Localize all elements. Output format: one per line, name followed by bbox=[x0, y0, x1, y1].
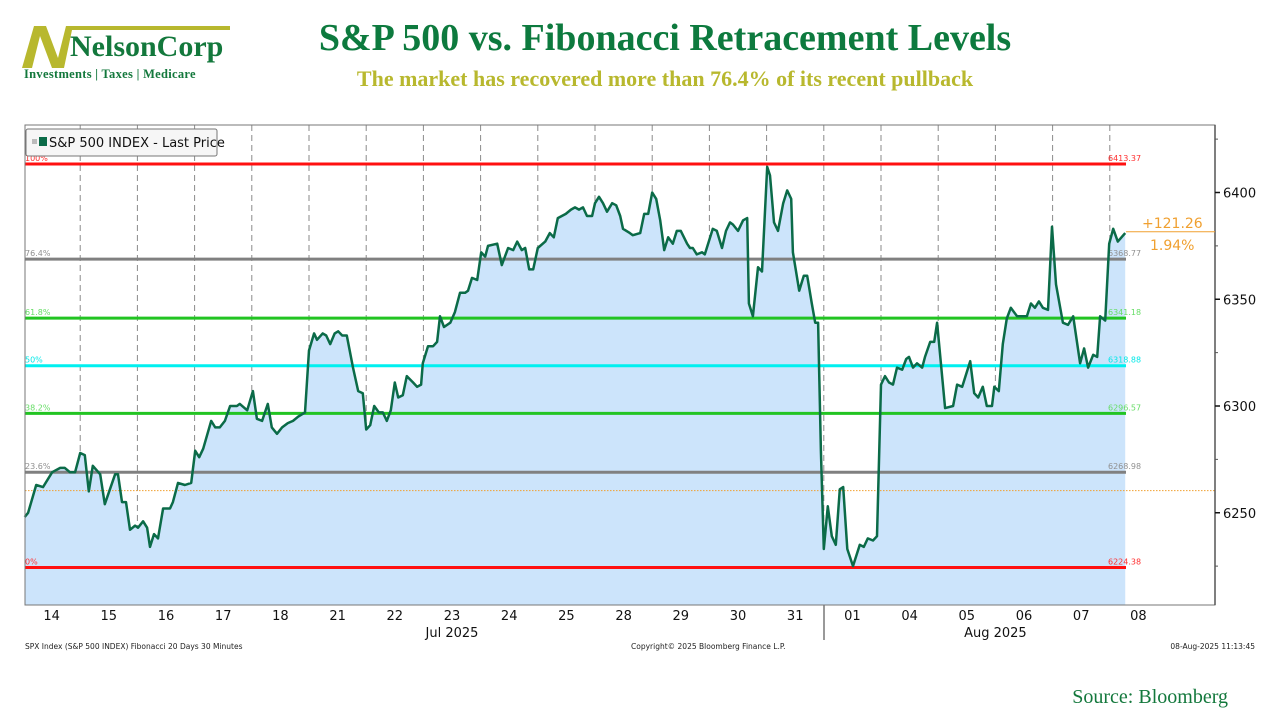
fib-value-label: 6296.57 bbox=[1108, 403, 1141, 412]
y-tick-label: 6300 bbox=[1223, 400, 1256, 415]
x-tick-label: 23 bbox=[444, 609, 461, 624]
legend-box bbox=[25, 128, 218, 157]
x-tick-label: 22 bbox=[387, 609, 404, 624]
fib-pct-label: 0% bbox=[25, 557, 38, 566]
fib-value-label: 6268.98 bbox=[1108, 462, 1141, 471]
fib-pct-label: 50% bbox=[25, 356, 43, 365]
source-note: Source: Bloomberg bbox=[1072, 686, 1228, 708]
logo-tagline: Investments | Taxes | Medicare bbox=[24, 67, 196, 81]
y-tick-label: 6400 bbox=[1223, 187, 1256, 202]
fib-value-label: 6341.18 bbox=[1108, 308, 1141, 317]
fib-pct-label: 76.4% bbox=[25, 249, 51, 258]
x-tick-label: 30 bbox=[730, 609, 747, 624]
month-label: Jul 2025 bbox=[425, 626, 479, 641]
logo-name: NelsonCorp bbox=[70, 30, 224, 63]
x-tick-label: 24 bbox=[501, 609, 518, 624]
legend-label: S&P 500 INDEX - Last Price bbox=[49, 136, 225, 151]
legend[interactable]: S&P 500 INDEX - Last Price bbox=[25, 128, 225, 157]
x-tick-label: 29 bbox=[673, 609, 690, 624]
fib-value-label: 6224.38 bbox=[1108, 557, 1141, 566]
chart-title: S&P 500 vs. Fibonacci Retracement Levels bbox=[318, 17, 1012, 59]
logo bbox=[20, 24, 230, 84]
change-value: +121.26 bbox=[1142, 216, 1203, 232]
fib-value-label: 6368.77 bbox=[1108, 249, 1141, 258]
footer-left: SPX Index (S&P 500 INDEX) Fibonacci 20 D… bbox=[25, 642, 243, 651]
x-tick-label: 18 bbox=[272, 609, 289, 624]
fib-pct-label: 61.8% bbox=[25, 308, 51, 317]
x-tick-label: 07 bbox=[1073, 609, 1090, 624]
fib-value-label: 6318.88 bbox=[1108, 356, 1141, 365]
chart-subtitle: The market has recovered more than 76.4%… bbox=[356, 66, 974, 91]
legend-swatch-icon bbox=[39, 137, 47, 146]
price-line bbox=[23, 165, 1127, 568]
x-tick-label: 31 bbox=[787, 609, 804, 624]
x-tick-label: 25 bbox=[558, 609, 575, 624]
footer-center: Copyright© 2025 Bloomberg Finance L.P. bbox=[631, 642, 786, 651]
y-tick-label: 6250 bbox=[1223, 507, 1256, 522]
fib-pct-label: 100% bbox=[25, 154, 48, 163]
x-tick-label: 15 bbox=[101, 609, 118, 624]
legend-dot-icon bbox=[32, 139, 37, 144]
fib-value-label: 6413.37 bbox=[1108, 154, 1141, 163]
logo-n-mark-icon bbox=[22, 26, 80, 68]
y-tick-label: 6350 bbox=[1223, 293, 1256, 308]
x-tick-label: 06 bbox=[1016, 609, 1033, 624]
logo-bar bbox=[70, 26, 230, 30]
x-tick-label: 14 bbox=[43, 609, 60, 624]
change-percent: 1.94% bbox=[1150, 238, 1194, 254]
x-tick-label: 05 bbox=[959, 609, 976, 624]
x-tick-label: 08 bbox=[1130, 609, 1147, 624]
fib-pct-label: 23.6% bbox=[25, 462, 51, 471]
price-area-fill bbox=[24, 166, 1126, 605]
x-tick-label: 01 bbox=[844, 609, 861, 624]
x-tick-label: 04 bbox=[901, 609, 918, 624]
month-label: Aug 2025 bbox=[964, 626, 1027, 641]
x-tick-label: 28 bbox=[615, 609, 632, 624]
footer-right: 08-Aug-2025 11:13:45 bbox=[1170, 642, 1255, 651]
x-tick-label: 17 bbox=[215, 609, 232, 624]
x-tick-label: 21 bbox=[329, 609, 346, 624]
fib-pct-label: 38.2% bbox=[25, 403, 51, 412]
x-tick-label: 16 bbox=[158, 609, 175, 624]
